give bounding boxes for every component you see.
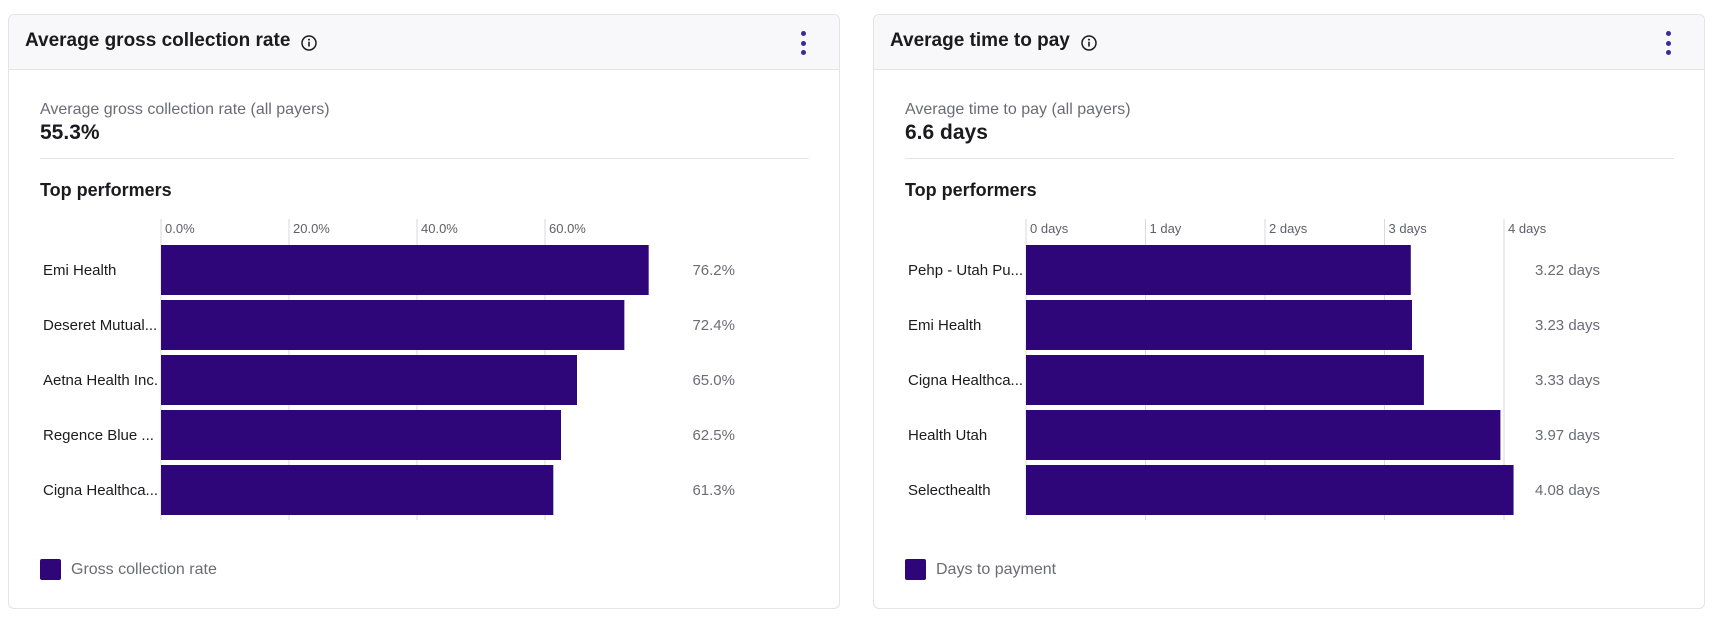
- x-axis-tick-label: 40.0%: [421, 221, 458, 236]
- category-label: Selecthealth: [908, 482, 991, 499]
- time-to-pay-card: Average time to pay Average time to pay …: [873, 14, 1705, 609]
- bar-chart: 0 days 1 day 2 days 3 days 4 days Pehp - Utah…: [908, 219, 1600, 520]
- x-axis-tick-label: 1 day: [1150, 221, 1182, 236]
- category-label: Health Utah: [908, 427, 987, 444]
- value-label: 61.3%: [692, 482, 735, 499]
- legend-label: Days to payment: [936, 560, 1057, 578]
- bar[interactable]: [1026, 355, 1424, 405]
- x-axis-tick-label: 4 days: [1508, 221, 1547, 236]
- category-label: Emi Health: [908, 317, 981, 334]
- card-header: Average time to pay: [874, 15, 1704, 70]
- legend-swatch: [40, 559, 61, 580]
- divider: [905, 158, 1674, 159]
- x-axis-tick-label: 3 days: [1389, 221, 1428, 236]
- bar[interactable]: [161, 245, 649, 295]
- divider: [40, 158, 809, 159]
- legend-swatch: [905, 559, 926, 580]
- category-label: Cigna Healthca...: [908, 372, 1023, 389]
- x-axis-tick-label: 0 days: [1030, 221, 1069, 236]
- value-label: 3.97 days: [1535, 427, 1600, 444]
- x-axis-tick-label: 60.0%: [549, 221, 586, 236]
- value-label: 3.23 days: [1535, 317, 1600, 334]
- kebab-menu-icon[interactable]: [1658, 29, 1678, 57]
- category-label: Pehp - Utah Pu...: [908, 262, 1023, 279]
- legend-label: Gross collection rate: [71, 560, 217, 578]
- bar-chart: 0.0% 20.0% 40.0% 60.0% Emi Health 76.2% Desere…: [43, 219, 735, 520]
- x-axis-tick-label: 20.0%: [293, 221, 330, 236]
- chart-legend: Gross collection rate: [40, 559, 217, 580]
- card-title: Average gross collection rate: [25, 30, 291, 51]
- bar[interactable]: [1026, 300, 1412, 350]
- x-axis-tick-label: 0.0%: [165, 221, 195, 236]
- info-icon[interactable]: [300, 34, 318, 52]
- kebab-menu-icon[interactable]: [793, 29, 813, 57]
- bar[interactable]: [161, 410, 561, 460]
- category-label: Cigna Healthca...: [43, 482, 158, 499]
- category-label: Aetna Health Inc.: [43, 372, 158, 389]
- category-label: Regence Blue ...: [43, 427, 154, 444]
- section-title: Top performers: [905, 180, 1037, 200]
- x-axis-tick-label: 2 days: [1269, 221, 1308, 236]
- card-header: Average gross collection rate: [9, 15, 839, 70]
- value-label: 3.22 days: [1535, 262, 1600, 279]
- bar[interactable]: [161, 300, 625, 350]
- summary-value: 6.6 days: [905, 121, 988, 144]
- category-label: Emi Health: [43, 262, 116, 279]
- info-icon[interactable]: [1080, 34, 1098, 52]
- bar[interactable]: [1026, 245, 1411, 295]
- value-label: 62.5%: [692, 427, 735, 444]
- chart-legend: Days to payment: [905, 559, 1056, 580]
- value-label: 72.4%: [692, 317, 735, 334]
- bar[interactable]: [161, 355, 577, 405]
- value-label: 65.0%: [692, 372, 735, 389]
- summary-value: 55.3%: [40, 121, 100, 144]
- section-title: Top performers: [40, 180, 172, 200]
- card-title: Average time to pay: [890, 30, 1070, 51]
- gross-collection-rate-card: Average gross collection rate Average gr…: [8, 14, 840, 609]
- bar[interactable]: [1026, 410, 1501, 460]
- value-label: 76.2%: [692, 262, 735, 279]
- value-label: 3.33 days: [1535, 372, 1600, 389]
- summary-label: Average gross collection rate (all payer…: [40, 101, 330, 118]
- bar[interactable]: [1026, 465, 1514, 515]
- bar[interactable]: [161, 465, 554, 515]
- value-label: 4.08 days: [1535, 482, 1600, 499]
- category-label: Deseret Mutual...: [43, 317, 157, 334]
- summary-label: Average time to pay (all payers): [905, 101, 1131, 118]
